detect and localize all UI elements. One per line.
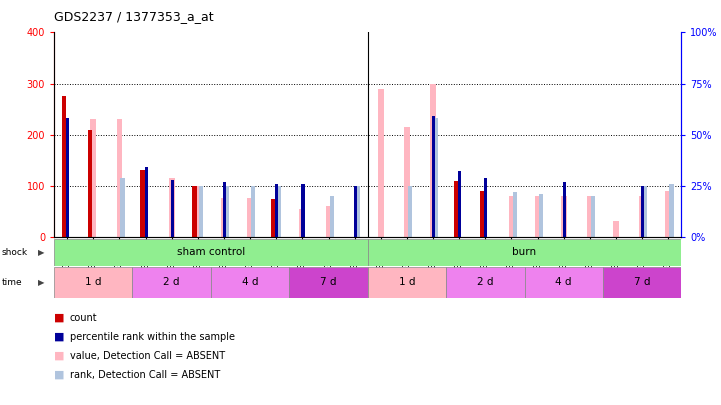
Bar bbox=[368, 239, 681, 266]
Bar bbox=[458, 171, 461, 237]
Text: 7 d: 7 d bbox=[320, 277, 337, 288]
Bar bbox=[485, 178, 487, 237]
Bar bbox=[211, 267, 289, 298]
Bar bbox=[535, 196, 541, 237]
Bar bbox=[117, 119, 123, 237]
Bar bbox=[479, 191, 485, 237]
Text: count: count bbox=[70, 313, 97, 323]
Bar bbox=[299, 209, 305, 237]
Bar bbox=[90, 119, 96, 237]
Bar bbox=[640, 196, 645, 237]
Bar bbox=[591, 196, 595, 237]
Text: burn: burn bbox=[513, 247, 536, 257]
Bar bbox=[603, 267, 681, 298]
Bar bbox=[223, 182, 226, 237]
Bar bbox=[120, 178, 125, 237]
Bar bbox=[561, 196, 567, 237]
Bar bbox=[446, 267, 524, 298]
Text: ■: ■ bbox=[54, 313, 65, 323]
Bar bbox=[524, 267, 603, 298]
Bar bbox=[247, 198, 253, 237]
Bar bbox=[88, 130, 92, 237]
Bar bbox=[54, 267, 133, 298]
Text: ▶: ▶ bbox=[37, 278, 44, 287]
Bar bbox=[665, 191, 671, 237]
Bar bbox=[353, 186, 357, 237]
Bar bbox=[133, 267, 211, 298]
Bar bbox=[430, 83, 436, 237]
Bar bbox=[251, 186, 255, 237]
Text: ■: ■ bbox=[54, 332, 65, 342]
Bar bbox=[275, 184, 278, 237]
Bar bbox=[301, 184, 304, 237]
Bar bbox=[270, 198, 275, 237]
Bar bbox=[199, 186, 203, 237]
Bar bbox=[171, 180, 174, 237]
Bar bbox=[169, 178, 174, 237]
Text: 1 d: 1 d bbox=[399, 277, 415, 288]
Text: 4 d: 4 d bbox=[555, 277, 572, 288]
Bar bbox=[66, 118, 69, 237]
Text: 2 d: 2 d bbox=[164, 277, 180, 288]
Text: rank, Detection Call = ABSENT: rank, Detection Call = ABSENT bbox=[70, 370, 220, 380]
Text: ▶: ▶ bbox=[37, 248, 44, 257]
Bar bbox=[669, 184, 673, 237]
Bar bbox=[613, 221, 619, 237]
Bar bbox=[432, 116, 435, 237]
Bar bbox=[326, 206, 332, 237]
Text: 2 d: 2 d bbox=[477, 277, 494, 288]
Text: percentile rank within the sample: percentile rank within the sample bbox=[70, 332, 235, 342]
Bar bbox=[355, 186, 360, 237]
Bar bbox=[193, 186, 197, 237]
Bar bbox=[408, 186, 412, 237]
Bar bbox=[54, 239, 368, 266]
Text: 4 d: 4 d bbox=[242, 277, 258, 288]
Text: ■: ■ bbox=[54, 351, 65, 361]
Bar bbox=[329, 196, 334, 237]
Bar bbox=[454, 181, 459, 237]
Text: time: time bbox=[1, 278, 22, 287]
Text: 1 d: 1 d bbox=[85, 277, 102, 288]
Text: sham control: sham control bbox=[177, 247, 245, 257]
Bar bbox=[140, 171, 145, 237]
Text: ■: ■ bbox=[54, 370, 65, 380]
Bar bbox=[195, 186, 200, 237]
Bar bbox=[368, 267, 446, 298]
Bar bbox=[221, 198, 227, 237]
Text: shock: shock bbox=[1, 248, 27, 257]
Bar bbox=[513, 192, 517, 237]
Bar bbox=[641, 186, 645, 237]
Text: GDS2237 / 1377353_a_at: GDS2237 / 1377353_a_at bbox=[54, 10, 213, 23]
Bar bbox=[434, 118, 438, 237]
Bar bbox=[61, 96, 66, 237]
Text: value, Detection Call = ABSENT: value, Detection Call = ABSENT bbox=[70, 351, 225, 361]
Bar bbox=[225, 186, 229, 237]
Bar bbox=[144, 167, 148, 237]
Bar bbox=[278, 186, 281, 237]
Bar bbox=[289, 267, 368, 298]
Bar bbox=[508, 196, 514, 237]
Bar bbox=[587, 196, 593, 237]
Bar bbox=[562, 182, 566, 237]
Bar bbox=[404, 127, 410, 237]
Bar bbox=[378, 89, 384, 237]
Bar bbox=[539, 194, 543, 237]
Bar bbox=[643, 186, 647, 237]
Text: 7 d: 7 d bbox=[634, 277, 650, 288]
